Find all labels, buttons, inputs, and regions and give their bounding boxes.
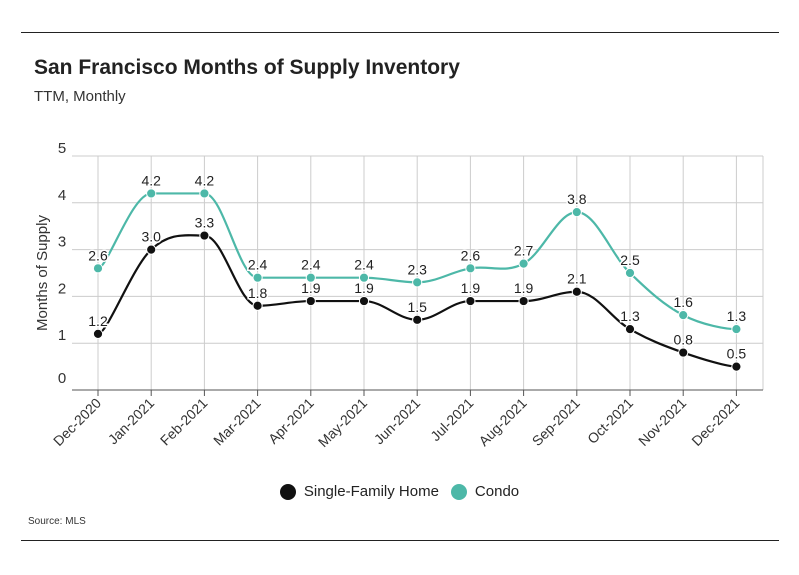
x-tick-label: Oct-2021	[584, 395, 636, 447]
data-label-single-family: 1.5	[407, 299, 427, 315]
data-label-single-family: 0.8	[673, 332, 693, 348]
point-condo	[358, 272, 370, 283]
data-label-condo: 2.4	[301, 257, 321, 273]
x-tick-label: Sep-2021	[529, 395, 583, 449]
point-single-family	[146, 244, 157, 255]
data-label-single-family: 1.2	[88, 313, 108, 329]
data-label-condo: 4.2	[195, 172, 215, 188]
data-label-condo: 1.6	[673, 294, 693, 310]
point-single-family	[412, 314, 423, 325]
legend-label-condo: Condo	[474, 483, 520, 500]
x-tick-label: Apr-2021	[265, 395, 317, 447]
data-label-single-family: 2.1	[567, 271, 587, 287]
x-tick-label: Dec-2020	[50, 395, 104, 449]
x-tick-label: Jun-2021	[371, 395, 424, 448]
chart-subtitle: TTM, Monthly	[34, 88, 126, 105]
data-label-single-family: 3.0	[141, 229, 161, 245]
point-single-family	[571, 286, 582, 297]
x-tick-label: Mar-2021	[210, 395, 264, 449]
point-condo	[624, 267, 636, 279]
point-condo	[199, 188, 210, 199]
data-label-single-family: 1.9	[514, 280, 534, 296]
data-label-single-family: 1.3	[620, 308, 640, 324]
point-single-family	[731, 361, 742, 372]
data-label-condo: 2.5	[620, 252, 640, 268]
point-single-family	[465, 295, 476, 307]
point-condo	[146, 188, 157, 199]
x-tick-label: Jul-2021	[427, 395, 476, 444]
legend-label-single-family: Single-Family Home	[303, 483, 439, 500]
x-tick-label: Dec-2021	[688, 395, 742, 449]
data-label-single-family: 1.9	[461, 280, 481, 296]
point-condo	[305, 272, 316, 283]
point-condo	[518, 258, 529, 269]
legend: Single-Family Home Condo	[0, 483, 799, 500]
data-label-condo: 2.4	[248, 257, 268, 273]
top-rule	[21, 32, 779, 33]
data-label-condo: 3.8	[567, 191, 587, 207]
y-tick-label: 3	[58, 234, 66, 251]
point-single-family	[252, 300, 263, 311]
data-label-single-family: 3.3	[195, 215, 215, 231]
data-label-condo: 2.3	[407, 261, 427, 277]
y-tick-label: 0	[58, 370, 66, 387]
chart-title: San Francisco Months of Supply Inventory	[34, 56, 460, 79]
point-single-family	[624, 324, 636, 335]
point-single-family	[358, 295, 370, 307]
y-tick-label: 2	[58, 280, 66, 297]
legend-item-condo: Condo	[450, 483, 520, 500]
data-label-condo: 2.6	[461, 247, 481, 263]
x-tick-label: Aug-2021	[475, 395, 529, 449]
data-label-condo: 2.6	[88, 247, 108, 263]
bottom-rule	[21, 540, 779, 541]
point-single-family	[305, 295, 316, 307]
x-tick-label: Nov-2021	[635, 395, 689, 449]
data-label-single-family: 1.9	[354, 280, 374, 296]
y-axis-label: Months of Supply	[34, 215, 51, 331]
point-single-family	[92, 328, 104, 339]
legend-swatch-single-family	[279, 483, 296, 500]
point-single-family	[518, 295, 529, 307]
legend-item-single-family: Single-Family Home	[279, 483, 439, 500]
point-condo	[571, 207, 582, 218]
source-note: Source: MLS	[28, 516, 86, 527]
point-condo	[252, 272, 263, 283]
data-label-single-family: 1.9	[301, 280, 321, 296]
point-condo	[465, 263, 476, 274]
y-tick-label: 1	[58, 327, 66, 344]
y-tick-label: 4	[58, 187, 66, 204]
x-tick-label: May-2021	[315, 395, 370, 450]
legend-swatch-condo	[450, 483, 467, 500]
point-single-family	[678, 347, 689, 358]
point-condo	[731, 324, 742, 335]
point-condo	[92, 263, 104, 274]
data-label-single-family: 0.5	[727, 346, 747, 362]
x-tick-label: Jan-2021	[105, 395, 158, 448]
data-label-condo: 2.4	[354, 257, 374, 273]
point-single-family	[199, 230, 210, 241]
y-tick-label: 5	[58, 140, 66, 157]
point-condo	[678, 310, 689, 321]
point-condo	[412, 277, 423, 288]
data-label-condo: 4.2	[141, 172, 161, 188]
data-label-condo: 1.3	[727, 308, 747, 324]
data-label-condo: 2.7	[514, 243, 534, 259]
x-tick-label: Feb-2021	[157, 395, 211, 449]
data-label-single-family: 1.8	[248, 285, 268, 301]
